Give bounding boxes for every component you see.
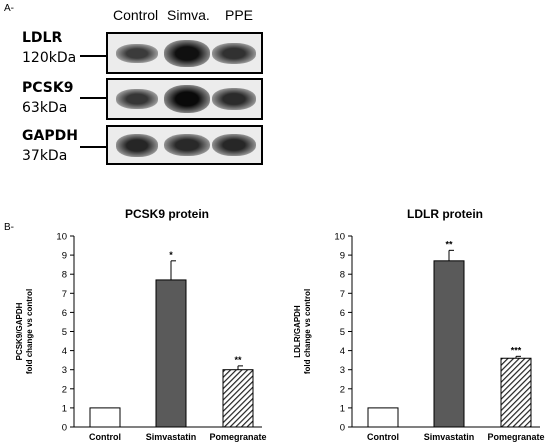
y-tick-label: 6 [340, 308, 345, 319]
y-tick-label: 0 [62, 423, 67, 434]
y-tick-label: 5 [340, 327, 345, 338]
band-gapdh-control [116, 133, 158, 157]
y-axis-label-line2: fold change vs control [303, 289, 312, 374]
category-label: Pomegranate [209, 432, 266, 442]
blot-row-size: 37kDa [22, 148, 68, 164]
y-tick-label: 1 [340, 403, 345, 414]
band-gapdh-simva [164, 133, 210, 157]
blot-row-name: PCSK9 [22, 80, 74, 96]
bar-pomegranate [500, 357, 532, 428]
lane-label-control: Control [113, 7, 159, 23]
blot-strip-ldlr [106, 32, 263, 74]
significance-marker: *** [511, 345, 522, 355]
bar-simvastatin [433, 260, 465, 428]
panel-a-label: A- [4, 3, 14, 14]
significance-marker: * [169, 250, 173, 260]
significance-marker: ** [445, 239, 453, 249]
y-tick-label: 2 [340, 384, 345, 395]
bar-simvastatin [155, 279, 187, 428]
y-tick-label: 9 [62, 251, 67, 262]
band-ldlr-control [116, 43, 158, 63]
y-axis-label: LDLR/GAPDH [293, 305, 302, 358]
y-tick-label: 3 [340, 365, 345, 376]
category-label: Pomegranate [487, 432, 544, 442]
blot-leader-pcsk9 [80, 97, 108, 99]
band-gapdh-ppe [212, 133, 256, 157]
lane-label-ppe: PPE [225, 7, 254, 23]
y-axis-label-line2: fold change vs control [25, 289, 34, 374]
y-tick-label: 10 [56, 232, 67, 243]
chart-title: LDLR protein [407, 207, 483, 221]
category-label: Simvastatin [424, 432, 475, 442]
blot-strip-gapdh [106, 125, 263, 165]
band-ldlr-simva [164, 39, 210, 67]
y-tick-label: 7 [340, 289, 345, 300]
y-tick-label: 4 [340, 346, 345, 357]
y-tick-label: 6 [62, 308, 67, 319]
blot-row-size: 63kDa [22, 100, 68, 116]
band-ldlr-ppe [212, 42, 256, 64]
blot-strip-pcsk9 [106, 78, 263, 120]
y-tick-label: 1 [62, 403, 67, 414]
band-pcsk9-simva [164, 85, 210, 113]
band-pcsk9-control [116, 89, 158, 109]
category-label: Control [89, 432, 121, 442]
y-tick-label: 4 [62, 346, 67, 357]
y-tick-label: 0 [340, 423, 345, 434]
y-tick-label: 5 [62, 327, 67, 338]
blot-leader-gapdh [80, 146, 108, 148]
y-tick-label: 8 [62, 270, 67, 281]
blot-row-name: GAPDH [22, 128, 78, 144]
y-tick-label: 2 [62, 384, 67, 395]
blot-row-size: 120kDa [22, 50, 77, 66]
bar-control [367, 407, 399, 428]
chart-title: PCSK9 protein [125, 207, 209, 221]
band-pcsk9-ppe [212, 88, 256, 110]
lane-label-simva: Simva. [167, 7, 210, 23]
blot-row-pcsk9-label: PCSK9 63kDa [22, 80, 73, 116]
bar-control [89, 407, 121, 428]
y-tick-label: 8 [340, 270, 345, 281]
blot-row-name: LDLR [22, 30, 63, 46]
y-tick-label: 3 [62, 365, 67, 376]
significance-marker: ** [234, 355, 242, 365]
blot-leader-ldlr [80, 55, 108, 57]
y-tick-label: 7 [62, 289, 67, 300]
category-label: Simvastatin [146, 432, 197, 442]
blot-row-gapdh-label: GAPDH 37kDa [22, 128, 78, 164]
y-tick-label: 9 [340, 251, 345, 262]
bar-pomegranate [222, 369, 254, 428]
blot-row-ldlr-label: LDLR 120kDa [22, 30, 76, 66]
y-axis-label: PCSK9/GAPDH [15, 302, 24, 360]
y-tick-label: 10 [334, 232, 345, 243]
panel-b-label: B- [4, 222, 14, 233]
category-label: Control [367, 432, 399, 442]
